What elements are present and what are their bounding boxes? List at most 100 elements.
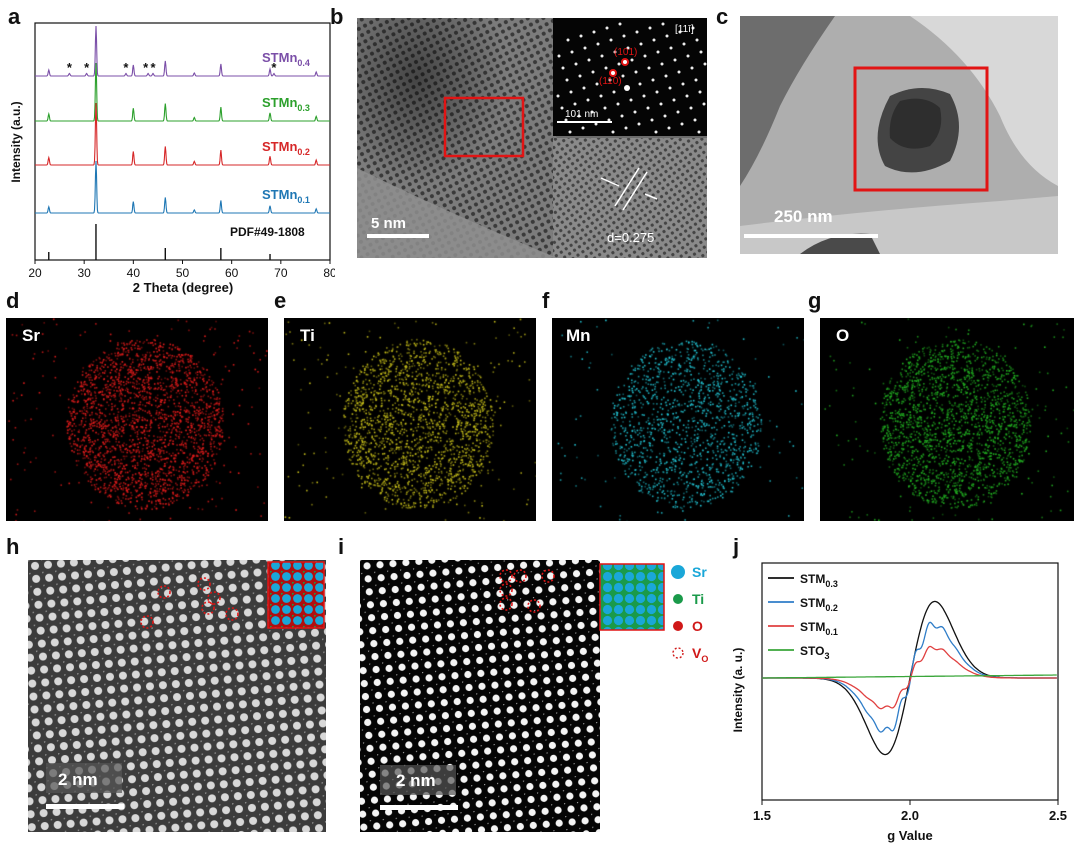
hrtem-panel: 5 nm [11ī] (101) (110) 101 nm d=0.275: [357, 18, 707, 258]
eds-mn-label: Mn: [566, 326, 591, 345]
panel-label-b: b: [330, 4, 344, 29]
saed-spot-110-label: (110): [599, 76, 622, 87]
xrd-panel: 20 30 40 50 60 70 80 * * * * * * STMn0.4 STMn0.3 STMn…: [0, 20, 335, 300]
eds-sr-label: Sr: [22, 326, 40, 345]
tem-scale-bar: [744, 234, 878, 238]
xrd-curves: [35, 25, 330, 214]
tem-panel: 250 nm: [740, 16, 1058, 254]
epr-tick-label: 2.5: [1049, 808, 1067, 823]
xrd-ylabel: Intensity (a.u.): [9, 101, 23, 182]
d-spacing-label: d=0.275: [607, 230, 654, 245]
xrd-impurity-markers: * * * * * *: [67, 60, 278, 75]
saed-spot-110: [609, 69, 617, 77]
legend-atom-Ti-icon: [673, 594, 683, 604]
xrd-curve-0.4: [35, 25, 330, 77]
stem-h-vacancy-markers: [140, 577, 239, 629]
xrd-label-0.4: STMn0.4: [262, 50, 310, 68]
saed-spot-101: [621, 58, 629, 66]
stem-h-structure-model: [267, 561, 325, 629]
legend-vacancy-icon: [672, 647, 684, 659]
stem-i-structure-model: [599, 563, 665, 631]
hrtem-image: 5 nm [11ī] (101) (110) 101 nm d=0.275: [357, 18, 707, 258]
xrd-tick-label: 50: [176, 266, 190, 280]
xrd-reference-label: PDF#49-1808: [230, 225, 305, 239]
legend-atom-O-icon: [673, 621, 683, 631]
panel-label-j: j: [733, 534, 740, 559]
stem-i-image: 2 nm: [360, 560, 666, 832]
xrd-chart: 20 30 40 50 60 70 80 * * * * * * STMn0.4STMn0.3STMn…: [9, 22, 335, 295]
xrd-xlabel: 2 Theta (degree): [133, 280, 233, 295]
stem-i-scale-bar: [380, 805, 458, 810]
epr-legend-label: STM0.2: [800, 596, 838, 613]
panel-label-g: g: [808, 288, 822, 313]
epr-panel: 1.5 2.0 2.5 STM0.3 STM0.2 STM0.1 STO3 g Value…: [730, 560, 1080, 848]
eds-map-o: O: [820, 318, 1074, 521]
epr-xlabel: g Value: [887, 828, 933, 843]
epr-legend-label: STM0.1: [800, 620, 838, 637]
stem-h-scale-bar: [46, 804, 124, 809]
panel-label-d: d: [6, 288, 20, 313]
xrd-impurity-star: *: [150, 60, 156, 75]
stem-i-scale-label: 2 nm: [396, 771, 436, 790]
xrd-tick-label: 30: [77, 266, 91, 280]
saed-scale-label: 101 nm: [565, 109, 598, 120]
panel-label-h: h: [6, 534, 20, 559]
legend-label-V: VO: [692, 645, 708, 664]
epr-curve-STO3: [762, 674, 1057, 679]
epr-chart: 1.5 2.0 2.5 STM0.3 STM0.2 STM0.1 STO3 g Value…: [731, 562, 1067, 843]
xrd-curve-0.2: [35, 102, 330, 166]
saed-spot-101-label: (101): [614, 47, 637, 58]
xrd-series-labels: STMn0.4 STMn0.3 STMn0.2 STMn0.1: [262, 50, 310, 205]
xrd-tick-label: 80: [323, 266, 335, 280]
hrtem-selection-box: [443, 96, 525, 158]
panel-label-e: e: [274, 288, 287, 313]
hrtem-scale-label: 5 nm: [371, 215, 406, 232]
eds-map-mn: Mn: [552, 318, 804, 521]
xrd-tick-label: 70: [274, 266, 288, 280]
zoomed-lattice-inset: d=0.275: [553, 138, 707, 258]
legend-atom-Sr-icon: [671, 565, 685, 579]
xrd-x-ticks: 20 30 40 50 60 70 80: [28, 260, 335, 280]
panel-label-f: f: [542, 288, 550, 313]
legend-label-Ti: Ti: [692, 591, 704, 607]
xrd-impurity-star: *: [271, 60, 277, 75]
hrtem-scale-bar: [367, 234, 429, 238]
saed-zone-axis: [11ī]: [675, 24, 694, 35]
epr-curves: [762, 600, 1057, 756]
epr-legend-label: STO3: [800, 644, 829, 661]
stem-h-panel: 2 nm: [28, 560, 326, 832]
xrd-label-0.2: STMn0.2: [262, 139, 310, 157]
panel-label-a: a: [8, 4, 21, 29]
eds-ti-label: Ti: [300, 326, 315, 345]
epr-tick-label: 2.0: [901, 808, 919, 823]
stem-i-vacancy-markers: [499, 569, 555, 613]
xrd-label-0.3: STMn0.3: [262, 95, 310, 113]
xrd-curve-0.1: [35, 160, 330, 214]
legend-label-O: O: [692, 618, 703, 634]
xrd-tick-label: 20: [28, 266, 42, 280]
legend-label-Sr: Sr: [692, 564, 707, 580]
xrd-impurity-star: *: [123, 60, 129, 75]
saed-inset: [11ī] (101) (110) 101 nm: [553, 18, 707, 136]
xrd-impurity-star: *: [143, 60, 149, 75]
xrd-tick-label: 60: [225, 266, 239, 280]
stem-h-scale-label: 2 nm: [58, 770, 98, 789]
stem-h-image: 2 nm: [28, 560, 326, 832]
panel-label-c: c: [716, 4, 729, 29]
tem-selection-box: [853, 66, 989, 192]
atom-legend: Sr Ti O VO: [668, 562, 728, 682]
xrd-curve-0.3: [35, 62, 330, 122]
epr-legend-label: STM0.3: [800, 572, 838, 589]
xrd-reference-lines: [48, 224, 271, 260]
eds-map-sr: Sr: [6, 318, 268, 521]
eds-o-label: O: [836, 326, 850, 345]
stem-i-panel: 2 nm: [360, 560, 666, 832]
xrd-impurity-star: *: [67, 60, 73, 75]
eds-map-ti: Ti: [284, 318, 536, 521]
panel-label-i: i: [338, 534, 345, 559]
epr-x-ticks: 1.5 2.0 2.5: [753, 800, 1067, 823]
epr-ylabel: Intensity (a. u.): [731, 648, 745, 733]
xrd-tick-label: 40: [127, 266, 141, 280]
tem-scale-label: 250 nm: [774, 207, 833, 226]
xrd-impurity-star: *: [84, 60, 90, 75]
